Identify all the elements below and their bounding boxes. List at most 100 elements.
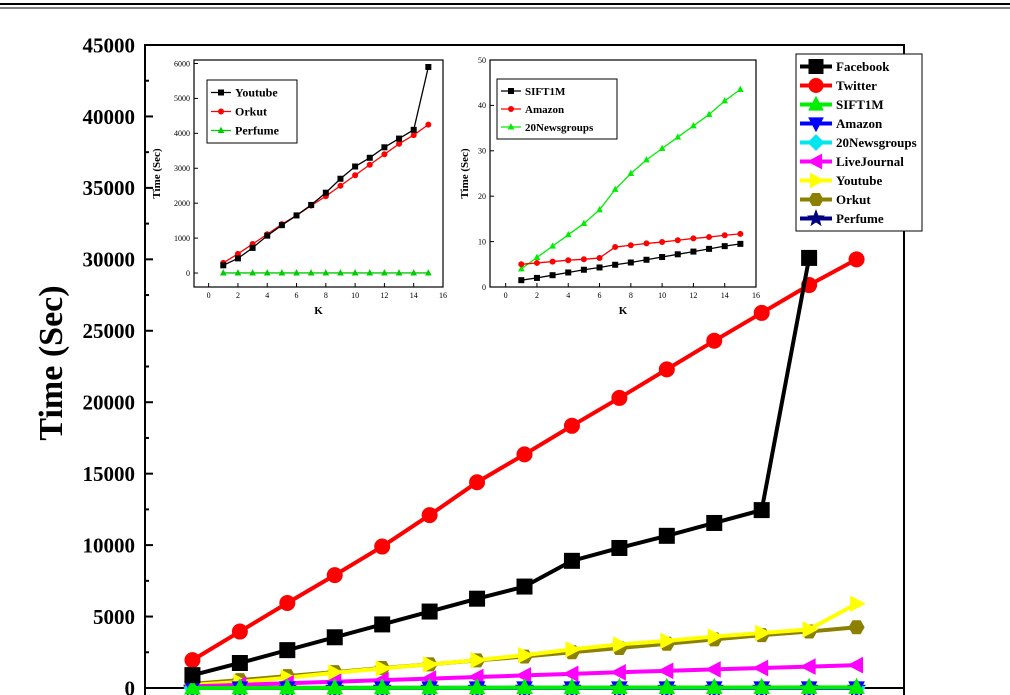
main-y-tick-label: 20000 — [83, 391, 136, 415]
main-y-tick-label: 25000 — [83, 319, 136, 343]
main-point-youtube — [707, 628, 724, 645]
main-point-youtube — [423, 656, 439, 673]
main-point-twitter — [421, 507, 438, 524]
main-point-livejournal — [847, 656, 864, 674]
main-series-twitter — [184, 251, 865, 669]
main-legend-label-amazon: Amazon — [836, 116, 883, 131]
main-point-facebook — [231, 654, 248, 671]
inset1-y-tick-label: 6000 — [174, 59, 190, 68]
inset1-point-youtube — [308, 201, 315, 208]
main-point-twitter — [848, 251, 865, 268]
inset-chart-right: 0 10 20 30 40 50 0 2 4 6 8 10 12 14 16 K Time (Sec) SIFT1… — [459, 56, 760, 317]
main-legend-marker-orkut — [808, 192, 824, 207]
inset2-point-sift1m — [612, 261, 619, 268]
inset1-legend-label-perfume: Perfume — [235, 124, 280, 138]
inset1-point-perfume — [381, 269, 388, 276]
main-y-tick-label: 35000 — [83, 176, 136, 200]
main-point-facebook — [563, 552, 580, 569]
main-legend-label-facebook: Facebook — [836, 59, 890, 74]
inset1-point-perfume — [410, 269, 418, 276]
inset2-point-sift1m — [627, 259, 634, 266]
inset1-point-youtube — [366, 154, 373, 161]
inset2-point-amazon — [518, 261, 525, 268]
inset2-y-tick-label: 40 — [478, 101, 486, 110]
inset2-x-tick-label: 6 — [598, 291, 602, 300]
inset1-point-perfume — [366, 269, 374, 276]
main-point-twitter — [563, 417, 580, 434]
inset2-point-sift1m — [737, 240, 744, 247]
main-point-twitter — [611, 389, 628, 406]
main-y-tick-label: 0 — [125, 676, 136, 695]
inset1-point-perfume — [293, 269, 300, 276]
main-point-twitter — [279, 594, 296, 611]
inset1-point-perfume — [337, 269, 344, 276]
main-y-tick-label: 10000 — [83, 533, 136, 557]
inset2-point-20newsgroups — [737, 85, 744, 93]
inset2-point-amazon — [674, 237, 681, 244]
inset1-point-perfume — [425, 269, 432, 276]
main-point-sift1m — [184, 678, 201, 695]
inset1-x-axis-title: K — [314, 305, 323, 317]
main-point-facebook — [706, 514, 723, 531]
main-point-facebook — [753, 502, 770, 519]
inset1-y-tick-label: 1000 — [174, 234, 190, 243]
inset2-point-amazon — [596, 254, 603, 261]
inset2-point-sift1m — [659, 254, 666, 261]
main-point-youtube — [375, 660, 392, 677]
inset2-legend-marker-sift1m — [508, 88, 514, 94]
main-point-facebook — [516, 578, 533, 595]
inset-chart-left: 0 1000 2000 3000 4000 5000 6000 0 2 4 6 8 10 12 14 16 K T… — [151, 59, 447, 317]
inset1-point-perfume — [249, 269, 256, 276]
main-point-twitter — [469, 474, 486, 491]
main-point-facebook — [469, 590, 486, 607]
main-point-facebook — [326, 629, 343, 646]
inset2-legend-label-20newsgroups: 20Newsgroups — [525, 122, 594, 134]
inset1-point-orkut — [410, 132, 417, 139]
inset2-point-amazon — [643, 240, 650, 247]
inset2-point-20newsgroups — [705, 110, 713, 117]
inset1-point-orkut — [366, 161, 373, 168]
inset1-x-tick-label: 16 — [439, 291, 447, 300]
inset2-legend-marker-amazon — [508, 106, 514, 112]
main-point-youtube — [850, 595, 866, 613]
inset1-point-perfume — [395, 269, 403, 276]
inset1-point-youtube — [410, 126, 417, 133]
main-point-facebook — [801, 249, 818, 266]
inset1-x-tick-label: 12 — [380, 291, 388, 300]
inset1-point-orkut — [396, 140, 403, 147]
inset2-point-amazon — [612, 244, 619, 251]
main-point-youtube — [755, 624, 772, 642]
inset1-point-youtube — [352, 163, 359, 170]
inset2-point-sift1m — [596, 264, 603, 271]
main-point-twitter — [184, 652, 201, 669]
main-point-youtube — [470, 651, 487, 669]
main-legend-marker-20newsgroups — [807, 134, 825, 151]
inset1-series-perfume — [219, 269, 432, 276]
main-point-livejournal — [562, 665, 579, 683]
main-series-sift1m — [184, 678, 865, 695]
inset1-point-youtube — [249, 244, 256, 251]
main-point-facebook — [374, 616, 391, 633]
inset2-point-20newsgroups — [721, 97, 729, 104]
inset2-point-20newsgroups — [549, 242, 556, 249]
main-y-tick-label: 30000 — [83, 248, 136, 272]
inset2-point-20newsgroups — [643, 156, 650, 163]
main-point-sift1m — [800, 678, 818, 694]
inset1-point-youtube — [322, 189, 329, 196]
main-point-sift1m — [516, 678, 533, 695]
inset2-point-amazon — [721, 232, 728, 239]
inset1-x-tick-label: 10 — [351, 291, 359, 300]
inset2-point-20newsgroups — [580, 219, 588, 226]
inset2-point-amazon — [533, 259, 540, 266]
inset2-point-amazon — [737, 230, 744, 237]
inset1-x-tick-label: 0 — [207, 291, 211, 300]
main-point-orkut — [848, 620, 865, 635]
main-legend-label-twitter: Twitter — [836, 78, 877, 93]
inset1-point-orkut — [381, 151, 388, 158]
inset2-point-amazon — [565, 257, 572, 264]
inset1-series-youtube — [220, 63, 432, 269]
main-point-sift1m — [326, 678, 344, 695]
inset2-point-20newsgroups — [674, 133, 682, 140]
main-point-sift1m — [658, 678, 676, 695]
main-point-livejournal — [657, 662, 674, 680]
